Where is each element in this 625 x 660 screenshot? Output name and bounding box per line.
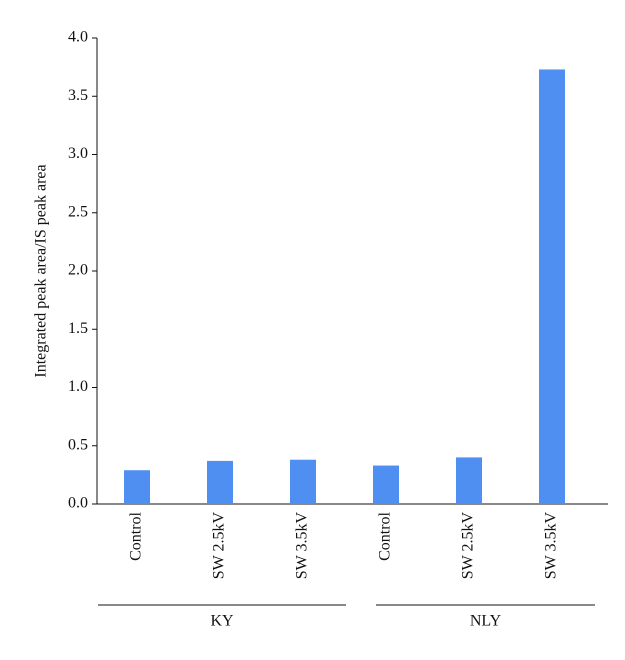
y-tick-label: 0.5	[68, 436, 88, 453]
x-tick-label: SW 3.5kV	[543, 512, 560, 580]
y-tick-label: 0.0	[68, 495, 88, 512]
group-label: NLY	[470, 613, 502, 630]
y-tick-label: 3.0	[68, 145, 88, 162]
y-tick-label: 2.5	[68, 203, 88, 220]
y-tick-label: 4.0	[68, 29, 88, 46]
bar	[539, 69, 565, 504]
x-tick-label: SW 3.5kV	[294, 512, 311, 580]
bar	[207, 460, 233, 504]
group-label: KY	[210, 613, 234, 630]
x-tick-label: Control	[128, 511, 145, 560]
bar	[124, 470, 150, 504]
x-tick-label: SW 2.5kV	[211, 512, 228, 580]
y-axis-title: Integrated peak area/IS peak area	[33, 164, 50, 377]
y-tick-label: 2.0	[68, 262, 88, 279]
bar	[373, 465, 399, 504]
x-tick-label: SW 2.5kV	[460, 512, 477, 580]
bar	[456, 457, 482, 504]
x-tick-label: Control	[377, 511, 394, 560]
y-tick-label: 3.5	[68, 87, 88, 104]
y-tick-label: 1.5	[68, 320, 88, 337]
y-tick-label: 1.0	[68, 378, 88, 395]
bar	[290, 459, 316, 504]
